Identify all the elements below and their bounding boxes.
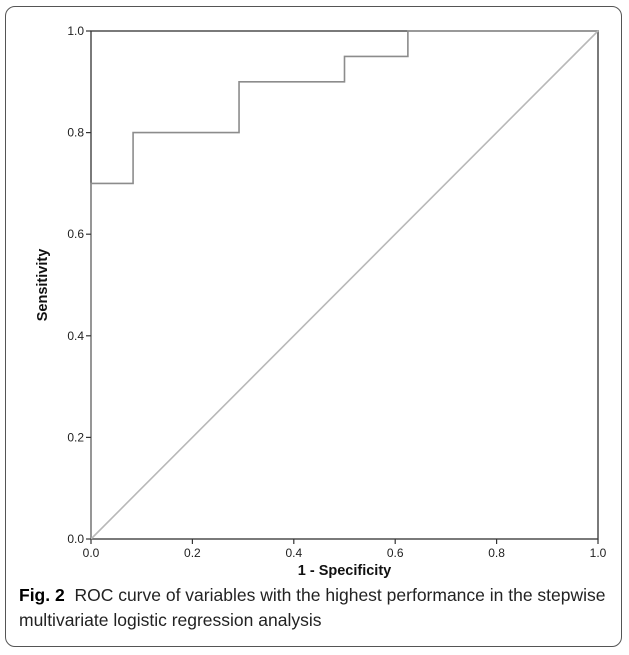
- y-tick-label: 0.4: [67, 329, 84, 343]
- y-tick-label: 1.0: [67, 24, 84, 38]
- roc-curve-line: [90, 30, 598, 539]
- figure-caption: Fig. 2 ROC curve of variables with the h…: [19, 583, 614, 633]
- figure-frame: [5, 6, 622, 647]
- x-tick-label: 0.0: [83, 546, 100, 560]
- y-tick-label: 0.2: [67, 430, 84, 444]
- roc-chart: 0.0 0.2 0.4 0.6 0.8 1.0 0.0 0.2 0.4 0.6 0.8 1.0 1 - …: [35, 24, 607, 579]
- x-tick-label: 1.0: [590, 546, 607, 560]
- y-tick-label: 0.8: [67, 126, 84, 140]
- x-tick-label: 0.4: [285, 546, 302, 560]
- y-tick-label: 0.0: [67, 532, 84, 546]
- figure-label: Fig. 2: [19, 585, 65, 605]
- x-tick-label: 0.2: [184, 546, 201, 560]
- reference-diagonal-line: [90, 30, 599, 540]
- x-tick-label: 0.8: [488, 546, 505, 560]
- x-axis-title: 1 - Specificity: [298, 563, 391, 579]
- y-tick-label: 0.6: [67, 227, 84, 241]
- caption-text: ROC curve of variables with the highest …: [19, 585, 606, 630]
- y-axis-title: Sensitivity: [35, 249, 51, 322]
- x-tick-label: 0.6: [387, 546, 404, 560]
